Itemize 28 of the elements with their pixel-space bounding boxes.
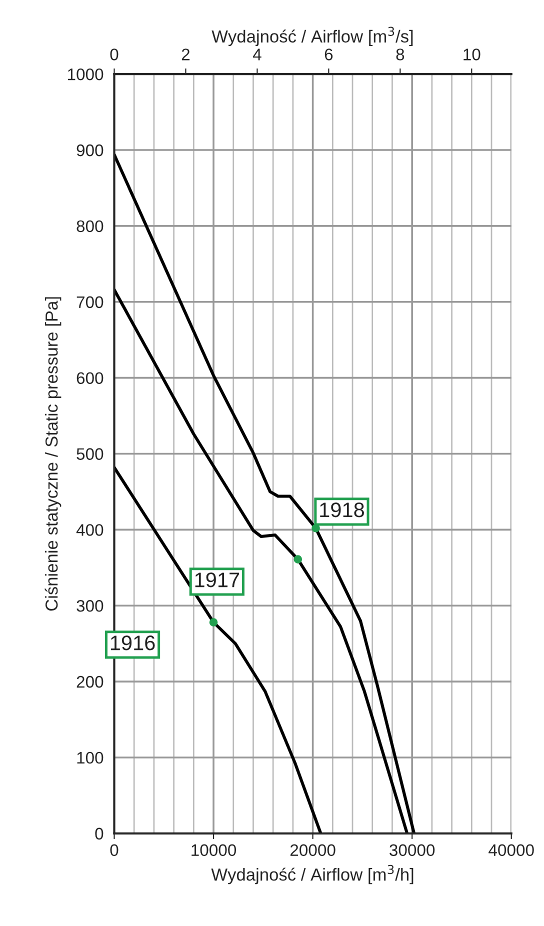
y-tick-label: 800: [76, 220, 104, 232]
y-tick-label: 0: [95, 828, 104, 840]
x-tick-label: 10000: [192, 844, 236, 856]
x2-tick-label: 2: [182, 48, 190, 60]
y-axis-title: Ciśnienie statyczne / Static pressure [Pa]: [44, 297, 62, 611]
y-tick-label: 100: [77, 752, 104, 764]
x2-axis-title: Wydajność / Airflow [m$^{3}$/s]: [212, 26, 413, 46]
x-axis-title: Wydajność / Airflow [m$^{3}$/h]: [211, 864, 414, 884]
x-tick-label: 30000: [390, 844, 435, 856]
annotation: 1917: [195, 572, 240, 588]
y-tick-label: 500: [76, 448, 104, 460]
x-tick-label: 40000: [488, 844, 534, 856]
y-tick-label: 900: [76, 144, 104, 156]
x2-tick-label: 6: [324, 48, 333, 60]
y-tick-label: 700: [76, 296, 104, 308]
y-tick-label: 400: [76, 524, 104, 536]
y-tick-label: 1000: [68, 68, 104, 80]
y-tick-label: 600: [76, 372, 104, 384]
y-tick-label: 200: [76, 676, 104, 688]
y-tick-label: 300: [76, 600, 104, 612]
x-tick-label: 20000: [290, 844, 336, 856]
x2-tick-label: 0: [110, 48, 118, 60]
x2-tick-label: 4: [252, 48, 262, 60]
x-tick-label: 0: [110, 844, 118, 856]
annotation: 1918: [320, 502, 364, 518]
annotation: 1916: [110, 636, 155, 650]
x2-tick-label: 8: [396, 48, 404, 60]
x2-tick-label: 10: [464, 48, 480, 60]
